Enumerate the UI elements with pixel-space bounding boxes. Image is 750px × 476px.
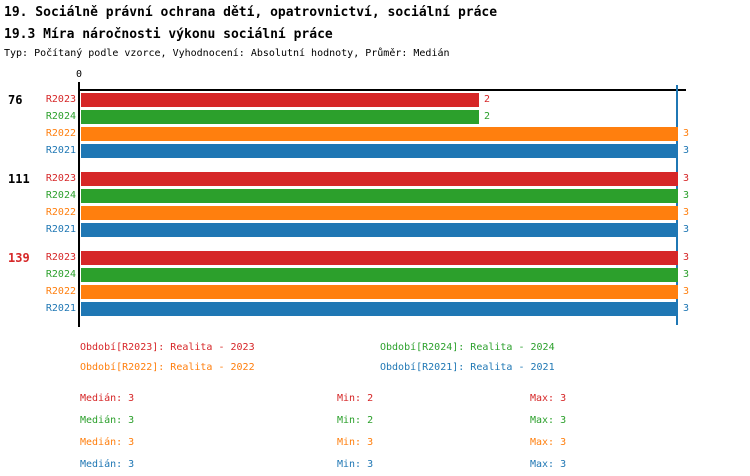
bar-value-R2023-111: 3	[683, 173, 690, 184]
series-label-R2022: R2022	[45, 128, 76, 139]
series-label-R2023: R2023	[45, 252, 76, 263]
bar-value-R2024-111: 3	[683, 190, 690, 201]
series-label-R2023: R2023	[45, 94, 76, 105]
bar-R2021-76	[81, 144, 678, 158]
series-label-R2021: R2021	[45, 224, 76, 235]
stat-median-R2024: Medián: 3	[80, 415, 135, 426]
bar-value-R2023-139: 3	[683, 252, 690, 263]
legend-item-R2021: Období[R2021]: Realita - 2021	[380, 362, 555, 373]
stat-max-R2023: Max: 3	[530, 393, 567, 404]
bar-value-R2022-76: 3	[683, 128, 690, 139]
stat-median-R2021: Medián: 3	[80, 459, 135, 470]
bar-value-R2024-139: 3	[683, 269, 690, 280]
series-label-R2022: R2022	[45, 207, 76, 218]
legend-item-R2023: Období[R2023]: Realita - 2023	[80, 342, 255, 353]
group-label-111: 111	[8, 172, 30, 186]
group-label-76: 76	[8, 93, 23, 107]
bar-value-R2024-76: 2	[484, 111, 491, 122]
stat-min-R2022: Min: 3	[337, 437, 374, 448]
legend-item-R2022: Období[R2022]: Realita - 2022	[80, 362, 255, 373]
stat-min-R2021: Min: 3	[337, 459, 374, 470]
series-label-R2023: R2023	[45, 173, 76, 184]
bar-R2021-111	[81, 223, 678, 237]
page-subtitle: 19.3 Míra náročnosti výkonu sociální prá…	[4, 27, 333, 42]
series-label-R2021: R2021	[45, 303, 76, 314]
bar-value-R2021-76: 3	[683, 145, 690, 156]
series-label-R2024: R2024	[45, 269, 76, 280]
bar-value-R2022-111: 3	[683, 207, 690, 218]
bar-R2023-111	[81, 172, 678, 186]
chart-meta-line: Typ: Počítaný podle vzorce, Vyhodnocení:…	[4, 48, 450, 59]
bar-value-R2021-111: 3	[683, 224, 690, 235]
stat-median-R2023: Medián: 3	[80, 393, 135, 404]
bar-R2023-139	[81, 251, 678, 265]
legend-item-R2024: Období[R2024]: Realita - 2024	[380, 342, 555, 353]
series-label-R2022: R2022	[45, 286, 76, 297]
x-axis-line	[78, 89, 686, 91]
series-label-R2024: R2024	[45, 190, 76, 201]
bar-value-R2022-139: 3	[683, 286, 690, 297]
bar-R2024-111	[81, 189, 678, 203]
group-label-139: 139	[8, 251, 30, 265]
stat-max-R2022: Max: 3	[530, 437, 567, 448]
series-label-R2024: R2024	[45, 111, 76, 122]
series-label-R2021: R2021	[45, 145, 76, 156]
stat-max-R2021: Max: 3	[530, 459, 567, 470]
bar-R2022-111	[81, 206, 678, 220]
bar-value-R2023-76: 2	[484, 94, 491, 105]
median-line	[676, 85, 678, 325]
page-title: 19. Sociálně právní ochrana dětí, opatro…	[4, 5, 498, 20]
stat-min-R2024: Min: 2	[337, 415, 374, 426]
bar-value-R2021-139: 3	[683, 303, 690, 314]
bar-R2022-139	[81, 285, 678, 299]
stat-median-R2022: Medián: 3	[80, 437, 135, 448]
stat-max-R2024: Max: 3	[530, 415, 567, 426]
bar-R2024-76	[81, 110, 479, 124]
y-axis-line	[78, 82, 80, 327]
bar-R2024-139	[81, 268, 678, 282]
bar-R2022-76	[81, 127, 678, 141]
bar-R2023-76	[81, 93, 479, 107]
bar-R2021-139	[81, 302, 678, 316]
stat-min-R2023: Min: 2	[337, 393, 374, 404]
x-axis-zero-label: 0	[75, 69, 83, 80]
